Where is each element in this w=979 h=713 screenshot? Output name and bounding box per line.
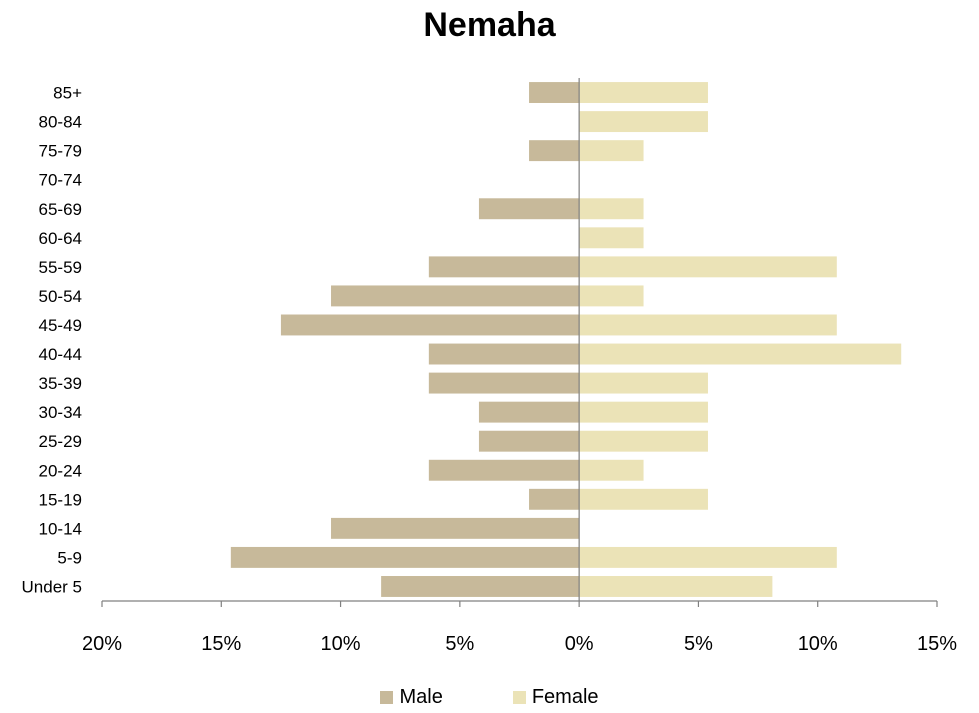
bar-male-25-29 xyxy=(478,430,580,452)
legend-label-female: Female xyxy=(531,686,599,708)
category-label: 85+ xyxy=(53,84,82,103)
bar-female-20-24 xyxy=(579,459,644,481)
bar-male-30-34 xyxy=(478,401,580,423)
bar-female-80-84 xyxy=(579,111,708,133)
category-label: 25-29 xyxy=(39,432,82,451)
bar-female-40-44 xyxy=(579,343,902,365)
category-label: 40-44 xyxy=(39,345,82,364)
bar-male-65-69 xyxy=(478,198,580,220)
category-label: 15-19 xyxy=(39,490,82,509)
bar-female-60-64 xyxy=(579,227,644,249)
bar-female-5-9 xyxy=(579,546,837,568)
bar-male-40-44 xyxy=(428,343,580,365)
bar-male-55-59 xyxy=(428,256,580,278)
category-label: 10-14 xyxy=(39,519,82,538)
bar-male-5-9 xyxy=(230,546,580,568)
bar-male-35-39 xyxy=(428,372,580,394)
category-label: 45-49 xyxy=(39,316,82,335)
bar-female-under-5 xyxy=(579,576,773,597)
bar-male-85+ xyxy=(529,82,580,103)
x-tick-label: 5% xyxy=(445,633,474,655)
legend-swatch-male xyxy=(380,691,394,704)
bar-male-15-19 xyxy=(529,488,580,510)
bar-female-85+ xyxy=(579,82,708,103)
category-label: Under 5 xyxy=(22,577,82,596)
x-tick-label: 0% xyxy=(565,633,594,655)
chart-title: Nemaha xyxy=(423,6,556,44)
bar-female-75-79 xyxy=(579,140,644,162)
bar-female-65-69 xyxy=(579,198,644,220)
bar-male-45-49 xyxy=(280,314,580,336)
x-tick-label: 5% xyxy=(684,633,713,655)
bar-female-50-54 xyxy=(579,285,644,307)
category-label: 60-64 xyxy=(39,229,82,248)
bar-female-55-59 xyxy=(579,256,837,278)
category-label: 65-69 xyxy=(39,200,82,219)
category-label: 50-54 xyxy=(39,287,82,306)
category-label: 5-9 xyxy=(57,548,82,567)
category-label: 70-74 xyxy=(39,171,82,190)
x-tick-label: 15% xyxy=(917,633,957,655)
legend-item-female: Female xyxy=(512,686,599,709)
category-label: 75-79 xyxy=(39,142,82,161)
x-tick-label: 15% xyxy=(201,633,241,655)
x-tick-label: 10% xyxy=(798,633,838,655)
x-tick-label: 10% xyxy=(321,633,361,655)
bar-female-45-49 xyxy=(579,314,837,336)
bar-male-50-54 xyxy=(331,285,580,307)
x-tick-label: 20% xyxy=(82,633,122,655)
legend-item-male: Male xyxy=(380,686,443,709)
bar-female-25-29 xyxy=(579,430,708,452)
legend-swatch-female xyxy=(512,691,526,704)
category-label: 55-59 xyxy=(39,258,82,277)
bar-male-75-79 xyxy=(529,140,580,162)
legend-label-male: Male xyxy=(399,686,443,708)
category-label: 35-39 xyxy=(39,374,82,393)
bar-female-35-39 xyxy=(579,372,708,394)
legend: Male Female xyxy=(0,686,979,709)
bar-female-15-19 xyxy=(579,488,708,510)
bar-male-under-5 xyxy=(381,576,580,597)
bar-female-30-34 xyxy=(579,401,708,423)
bar-male-10-14 xyxy=(331,517,580,539)
category-label: 20-24 xyxy=(39,461,82,480)
bar-male-20-24 xyxy=(428,459,580,481)
category-label: 30-34 xyxy=(39,403,82,422)
category-label: 80-84 xyxy=(39,113,82,132)
